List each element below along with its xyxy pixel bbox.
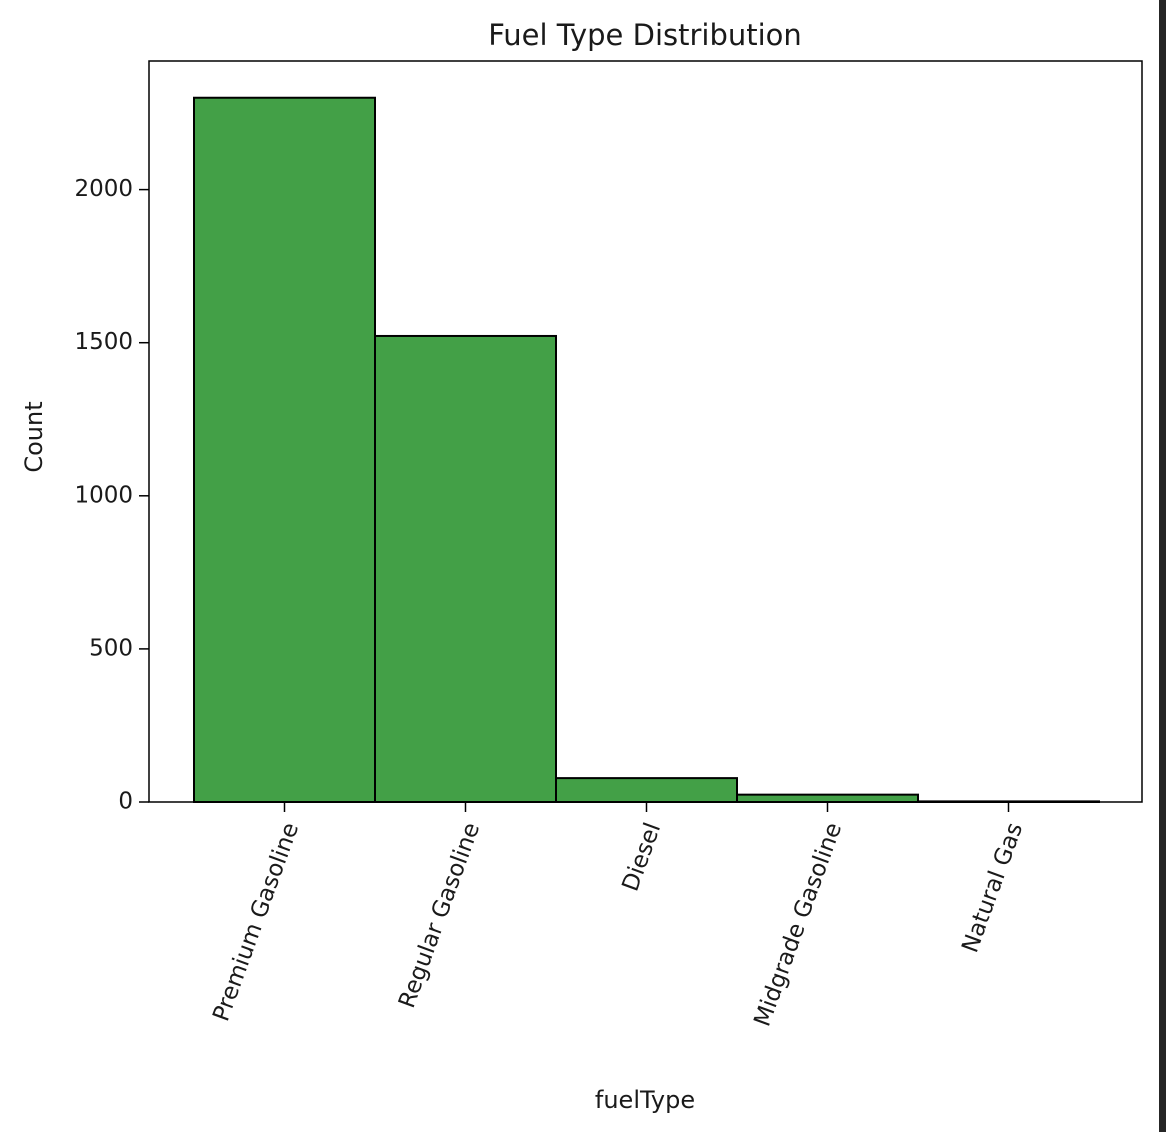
y-tick-label-2: 1000	[74, 482, 133, 508]
x-tick-label-0: Premium Gasoline	[208, 819, 304, 1024]
window-edge	[1159, 0, 1166, 1132]
bar-0	[193, 96, 376, 804]
bars-group	[193, 96, 1100, 804]
y-tick-label-0: 0	[118, 789, 133, 815]
bar-3	[736, 793, 919, 804]
y-axis-label: Count	[20, 401, 48, 472]
x-axis-ticks: Premium Gasoline Regular Gasoline Diesel Mi…	[208, 802, 1028, 1030]
y-tick-label-4: 2000	[74, 176, 133, 202]
chart-title: Fuel Type Distribution	[488, 18, 802, 52]
plot-frame	[148, 60, 1143, 803]
x-tick-label-4: Natural Gas	[957, 819, 1028, 956]
y-tick-label-1: 500	[89, 635, 133, 661]
x-tick-label-2: Diesel	[618, 819, 667, 894]
x-tick-label-1: Regular Gasoline	[394, 819, 485, 1011]
x-axis-label: fuelType	[595, 1086, 695, 1114]
y-axis-ticks: 0 500 1000 1500 2000	[74, 176, 149, 815]
bar-1	[374, 334, 557, 803]
x-tick-label-3: Midgrade Gasoline	[749, 819, 847, 1029]
bar-2	[555, 777, 738, 803]
y-tick-label-3: 1500	[74, 329, 133, 355]
